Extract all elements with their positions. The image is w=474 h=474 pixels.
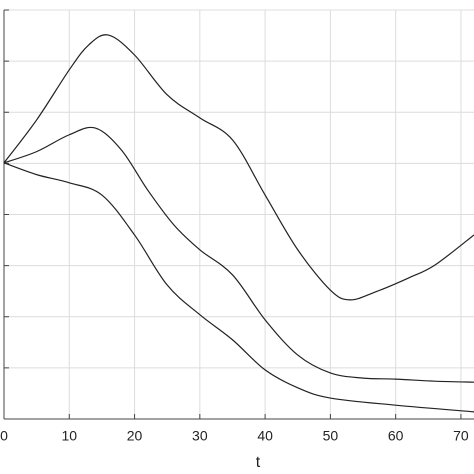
x-tick-label: 0 <box>0 428 8 444</box>
x-tick-label: 20 <box>127 428 143 444</box>
x-tick-label: 40 <box>257 428 273 444</box>
line <box>3 34 474 301</box>
x-tick-label: 50 <box>323 428 339 444</box>
x-tick-label: 30 <box>192 428 208 444</box>
x-axis-label: t <box>256 454 261 471</box>
x-tick-label: 10 <box>61 428 77 444</box>
x-tick-label: 60 <box>388 428 404 444</box>
line <box>3 162 474 413</box>
line <box>3 126 474 383</box>
x-tick-label: 70 <box>453 428 469 444</box>
